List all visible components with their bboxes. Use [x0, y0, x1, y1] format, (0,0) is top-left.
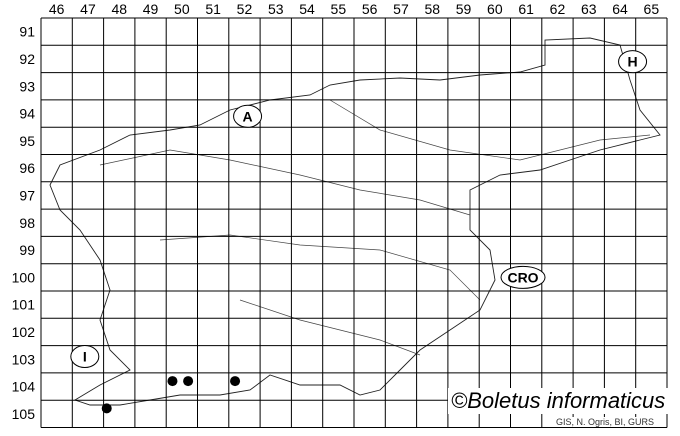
country-label-oval: [618, 50, 648, 74]
country-label-oval: [70, 345, 100, 369]
column-label: 49: [143, 1, 159, 17]
column-label: 51: [205, 1, 221, 17]
row-label: 102: [12, 324, 36, 340]
country-label: I: [83, 349, 87, 365]
row-label: 92: [19, 51, 35, 67]
record-dot: [230, 376, 241, 387]
river: [239, 299, 421, 356]
row-label: 105: [12, 406, 36, 422]
column-label: 57: [393, 1, 409, 17]
record-dot: [101, 403, 112, 414]
country-label: CRO: [507, 269, 538, 285]
row-label: 96: [19, 160, 35, 176]
record-dot: [183, 376, 194, 387]
row-label: 97: [19, 187, 35, 203]
column-label: 50: [174, 1, 190, 17]
column-label: 53: [268, 1, 284, 17]
column-label: 54: [299, 1, 315, 17]
country-label-oval: [233, 104, 263, 128]
column-label: 64: [612, 1, 628, 17]
column-label: 65: [644, 1, 660, 17]
record-dot: [167, 376, 178, 387]
country-label-oval: [500, 265, 546, 289]
column-label: 56: [362, 1, 378, 17]
row-label: 100: [12, 269, 36, 285]
column-label: 48: [111, 1, 127, 17]
data-source: GIS, N. Ogris, BI, GURS: [554, 417, 657, 427]
row-label: 98: [19, 215, 35, 231]
country-border: [49, 37, 661, 406]
row-label: 99: [19, 242, 35, 258]
country-label: A: [243, 108, 253, 124]
column-label: 47: [80, 1, 96, 17]
column-label: 52: [237, 1, 253, 17]
column-label: 61: [518, 1, 534, 17]
column-label: 60: [487, 1, 503, 17]
column-label: 63: [581, 1, 597, 17]
river: [329, 99, 651, 161]
column-label: 59: [456, 1, 472, 17]
country-label: H: [628, 54, 638, 70]
row-label: 104: [12, 379, 36, 395]
column-label: 62: [550, 1, 566, 17]
column-label: 58: [424, 1, 440, 17]
row-label: 93: [19, 78, 35, 94]
river: [99, 149, 471, 216]
column-label: 55: [331, 1, 347, 17]
copyright-credit: ©Boletus informaticus: [448, 388, 669, 414]
row-label: 101: [12, 297, 36, 313]
row-label: 91: [19, 24, 35, 40]
row-label: 95: [19, 133, 35, 149]
row-label: 103: [12, 351, 36, 367]
row-label: 94: [19, 106, 35, 122]
river: [159, 234, 481, 301]
column-label: 46: [49, 1, 65, 17]
